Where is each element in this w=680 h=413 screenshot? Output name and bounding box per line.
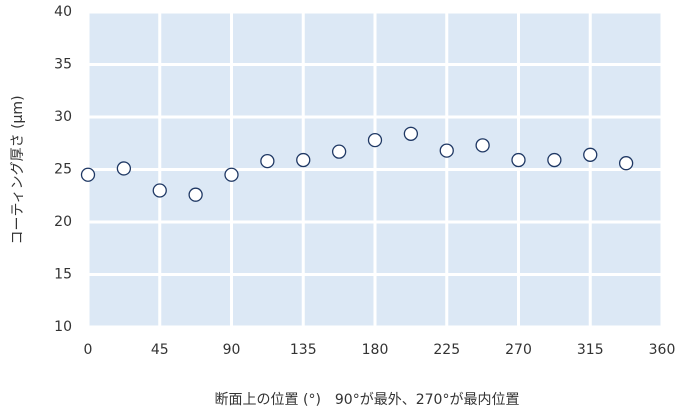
y-tick-label: 10 (54, 319, 72, 335)
point (583, 147, 598, 162)
point (331, 144, 347, 159)
point (475, 138, 490, 153)
y-tick-label: 20 (54, 214, 72, 230)
x-tick-label: 45 (151, 342, 169, 358)
point (80, 167, 96, 182)
point (296, 152, 311, 168)
x-tick-label: 180 (362, 342, 389, 358)
point (367, 132, 383, 148)
y-tick-label: 35 (54, 57, 72, 73)
y-tick-label: 30 (54, 109, 72, 125)
y-axis-title: コーティング厚さ (μm) (10, 95, 26, 244)
x-tick-label: 315 (577, 342, 604, 358)
point (116, 161, 132, 176)
point (439, 143, 454, 158)
x-tick-label: 360 (649, 342, 676, 358)
y-tick-label: 25 (54, 162, 72, 178)
point (618, 156, 634, 171)
x-axis-title: 断面上の位置 (°) 90°が最外、270°が最内位置 (215, 392, 520, 408)
point (188, 187, 203, 202)
x-tick-label: 225 (433, 342, 460, 358)
point (511, 152, 526, 168)
x-tick-label: 0 (84, 342, 93, 358)
point (224, 167, 239, 182)
y-tick-label: 40 (54, 4, 72, 20)
point (547, 152, 562, 168)
point (152, 183, 167, 198)
y-tick-label: 15 (54, 267, 72, 283)
point (260, 153, 275, 169)
x-tick-label: 135 (290, 342, 317, 358)
x-tick-label: 270 (505, 342, 532, 358)
x-tick-label: 90 (223, 342, 241, 358)
point (403, 126, 419, 141)
